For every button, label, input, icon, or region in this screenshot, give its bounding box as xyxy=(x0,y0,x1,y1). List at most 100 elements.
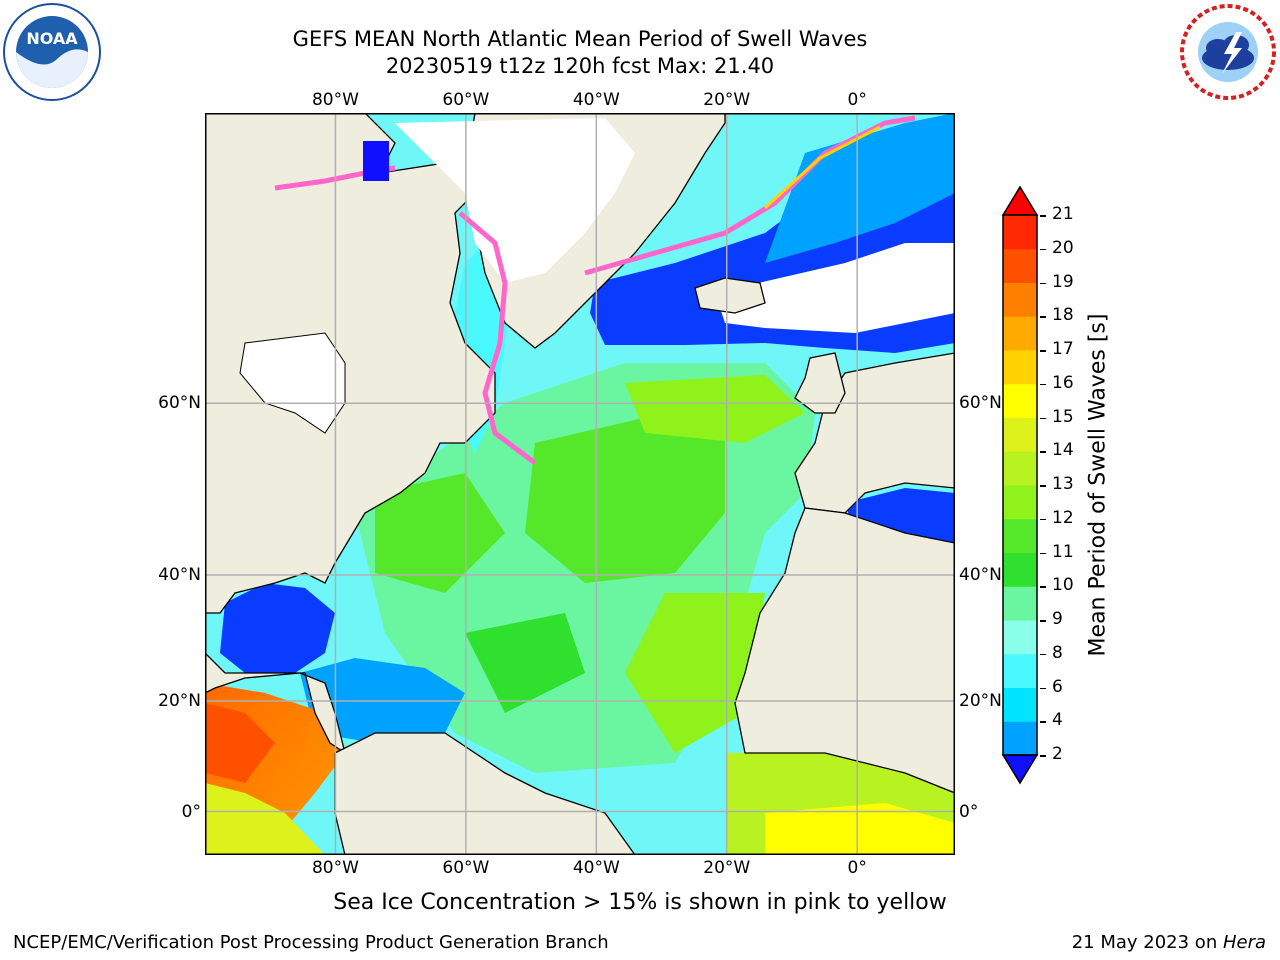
colorbar-segment xyxy=(1003,721,1037,756)
colorbar-extend-max xyxy=(1001,185,1039,216)
colorbar-segment xyxy=(1003,687,1037,722)
british-isles-land xyxy=(794,352,846,414)
colorbar-tick-mark xyxy=(1040,620,1046,622)
green-swell-patch-5 xyxy=(465,613,585,713)
lat-label-left: 40°N xyxy=(158,564,201,585)
colorbar-tick-label: 8 xyxy=(1052,642,1063,663)
ice-free-white-region-north xyxy=(715,243,955,333)
lon-label-top: 60°W xyxy=(442,90,490,110)
east-pacific-red-core xyxy=(205,703,275,783)
colorbar-tick-mark xyxy=(1040,518,1046,521)
colorbar-extend-min xyxy=(1001,754,1039,785)
footer-branch: NCEP/EMC/Verification Post Processing Pr… xyxy=(13,932,609,953)
colorbar-tick-label: 21 xyxy=(1052,204,1074,224)
sea-ice-edge-arctic xyxy=(584,115,916,276)
colorbar-tick-label: 19 xyxy=(1052,271,1074,292)
lat-label-right: 60°N xyxy=(959,393,1002,414)
colorbar-tick-label: 16 xyxy=(1052,372,1074,393)
colorbar-segment xyxy=(1003,383,1037,418)
lon-label-bottom: 40°W xyxy=(572,858,620,878)
lon-label-bottom: 60°W xyxy=(442,858,490,878)
colorbar-tick-label: 15 xyxy=(1052,406,1074,427)
footer-machine: Hera xyxy=(1222,932,1266,953)
central-america-land xyxy=(204,651,347,755)
north-sea-blue-band xyxy=(765,113,955,263)
map-border xyxy=(205,113,955,855)
colorbar-segment xyxy=(1003,552,1037,587)
map-title-line2: 20230519 t12z 120h fcst Max: 21.40 xyxy=(385,54,775,78)
noaa-logo: NOAA xyxy=(2,2,102,102)
colorbar-tick-label: 20 xyxy=(1052,237,1074,258)
colorbar-tick-label: 13 xyxy=(1052,474,1074,494)
lon-label-top: 0° xyxy=(847,90,867,110)
colorbar-segment xyxy=(1003,586,1037,621)
africa-land xyxy=(734,507,956,794)
colorbar-tick-label: 2 xyxy=(1052,744,1063,764)
colorbar-segment xyxy=(1003,350,1037,385)
colorbar-tick-label: 10 xyxy=(1052,575,1074,596)
sea-ice-caption: Sea Ice Concentration > 15% is shown in … xyxy=(333,890,947,915)
lat-label-right: 0° xyxy=(959,801,979,822)
footer-date: 21 May 2023 on Hera xyxy=(1072,932,1266,953)
colorbar-tick-label: 17 xyxy=(1052,339,1074,359)
greenland-ice-white xyxy=(395,118,635,283)
map-panel xyxy=(204,112,956,856)
colorbar-scale xyxy=(1001,185,1039,785)
south-america-land xyxy=(334,732,637,856)
colorbar-segment xyxy=(1003,417,1037,452)
colorbar-tick-label: 9 xyxy=(1052,609,1063,629)
colorbar-tick-label: 4 xyxy=(1052,710,1063,731)
lon-label-top: 40°W xyxy=(572,90,620,110)
iceland-land xyxy=(694,277,766,314)
colorbar-tick-mark xyxy=(1040,215,1046,217)
colorbar-tick-mark xyxy=(1040,687,1046,689)
colorbar-tick-mark xyxy=(1040,721,1046,723)
lon-label-top: 80°W xyxy=(311,90,359,110)
lon-label-bottom: 20°W xyxy=(703,858,751,878)
green-swell-patch-4 xyxy=(375,473,505,593)
colorbar-tick-mark xyxy=(1040,586,1046,588)
map-title-line1: GEFS MEAN North Atlantic Mean Period of … xyxy=(292,27,868,51)
lon-label-top: 20°W xyxy=(703,90,751,110)
ocean-swell-period-map xyxy=(204,112,956,856)
colorbar-tick-mark xyxy=(1040,350,1046,352)
lat-label-right: 40°N xyxy=(959,564,1002,585)
hudson-bay-white xyxy=(239,332,346,434)
lat-label-left: 0° xyxy=(181,801,201,822)
colorbar-segment xyxy=(1003,518,1037,553)
colorbar-tick-mark xyxy=(1040,316,1046,318)
colorbar-tick-label: 14 xyxy=(1052,440,1074,461)
lon-label-bottom: 0° xyxy=(847,858,867,878)
colorbar-tick-mark xyxy=(1040,248,1046,251)
colorbar-tick-label: 12 xyxy=(1052,507,1074,528)
gulf-of-mexico-swell xyxy=(220,583,335,673)
colorbar-tick-mark xyxy=(1040,282,1046,284)
colorbar-outline xyxy=(1002,214,1038,756)
colorbar-segment xyxy=(1003,485,1037,520)
colorbar-tick-mark xyxy=(1040,653,1046,656)
colorbar-tick-mark xyxy=(1040,552,1046,554)
colorbar-tick-label: 11 xyxy=(1052,541,1074,562)
colorbar-segment xyxy=(1003,248,1037,283)
colorbar-label: Mean Period of Swell Waves [s] xyxy=(1085,313,1111,657)
green-swell-patch-2 xyxy=(625,375,805,443)
lat-label-right: 20°N xyxy=(959,691,1002,712)
sea-ice-edge-greenland xyxy=(458,211,537,465)
colorbar-segment xyxy=(1003,653,1037,688)
graticule xyxy=(205,113,955,855)
colorbar-tick-mark xyxy=(1040,755,1046,757)
colorbar-tick-label: 18 xyxy=(1052,305,1074,326)
sea-ice-edge-arctic-yellow xyxy=(763,125,881,210)
colorbar xyxy=(1000,185,1040,785)
lat-label-left: 60°N xyxy=(158,393,201,414)
svg-text:NOAA: NOAA xyxy=(26,29,78,48)
colorbar-segment xyxy=(1003,451,1037,486)
colorbar-tick-mark xyxy=(1040,485,1046,487)
green-swell-patch-3 xyxy=(625,593,765,753)
green-swell-patch-1 xyxy=(525,413,725,583)
east-pacific-yellow-band xyxy=(205,783,325,855)
south-atlantic-yellow xyxy=(765,803,955,855)
footer-date-text: 21 May 2023 on xyxy=(1071,932,1223,953)
colorbar-segment xyxy=(1003,215,1037,250)
colorbar-segment xyxy=(1003,316,1037,351)
